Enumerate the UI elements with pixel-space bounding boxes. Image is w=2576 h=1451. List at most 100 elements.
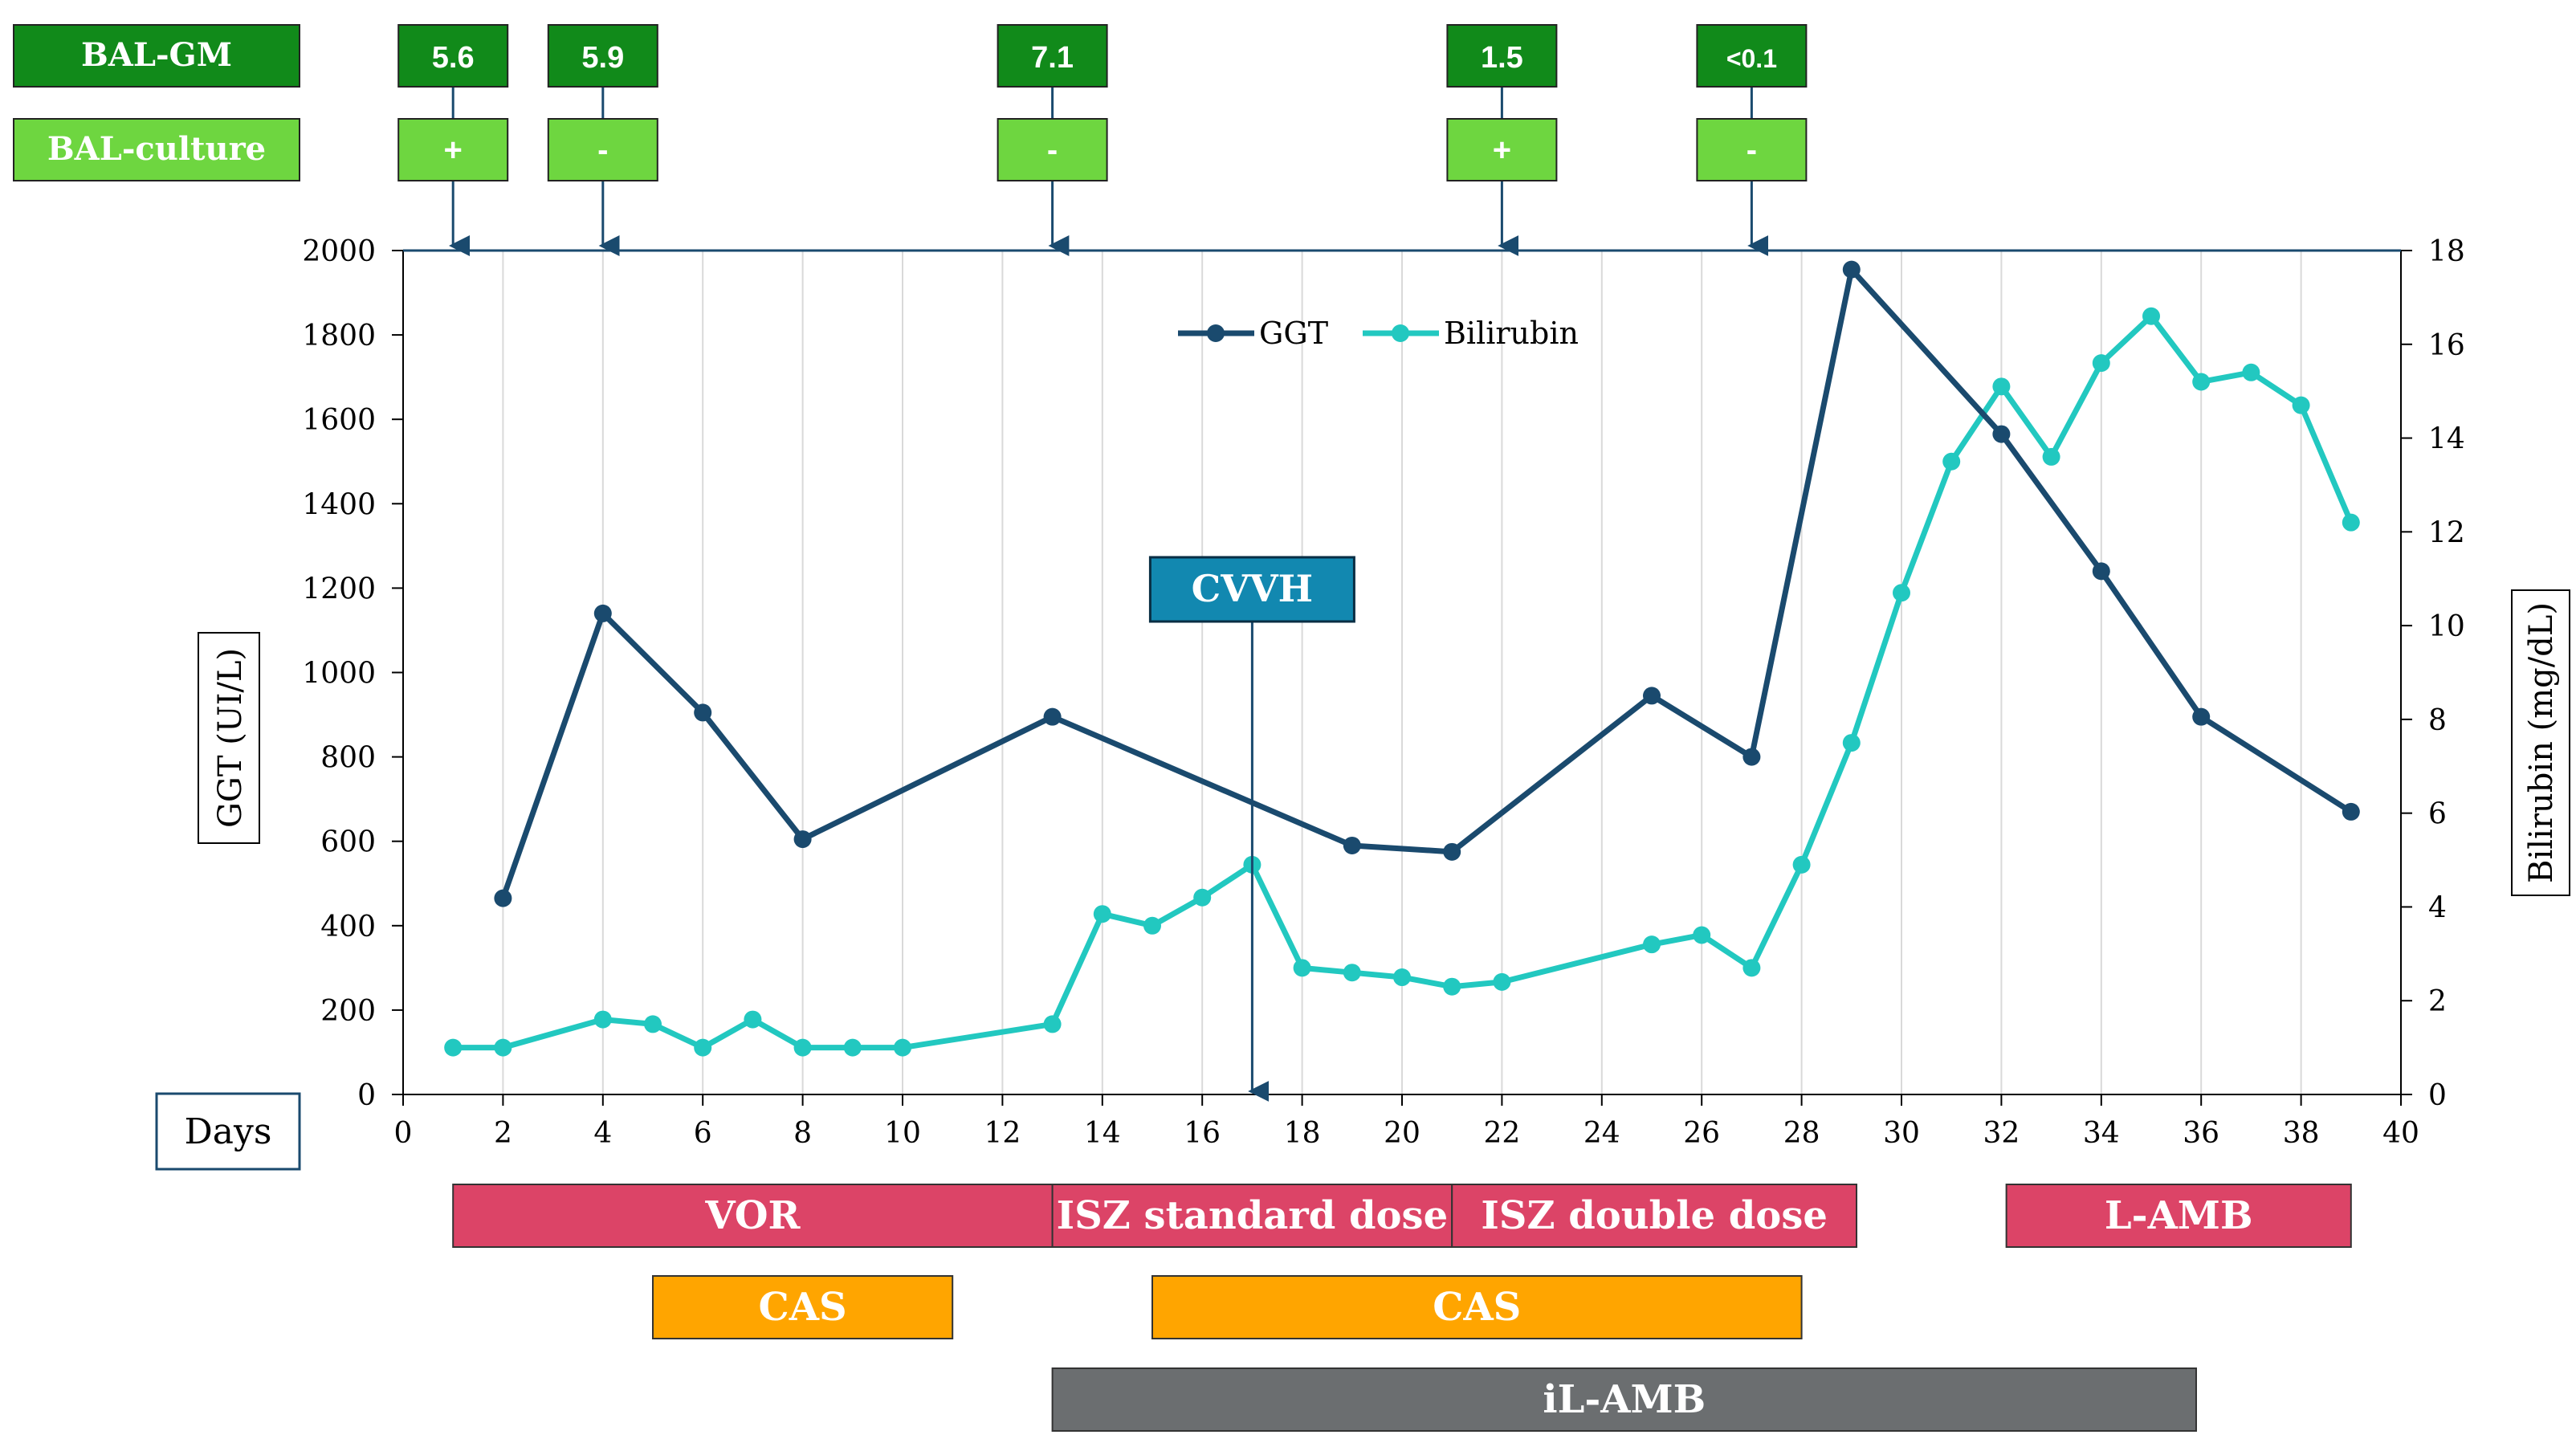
days-label: Days [185,1111,272,1152]
x-tick-label: 2 [494,1117,512,1150]
y2-tick-label: 14 [2428,423,2465,456]
bilirubin-point [1842,734,1861,752]
x-tick-label: 40 [2382,1117,2419,1150]
therapy-bar-label: ISZ double dose [1481,1193,1828,1238]
bal-gm-value: 5.6 [432,41,475,75]
x-tick-label: 24 [1584,1117,1620,1150]
bilirubin-point [593,1010,612,1029]
ggt-point [1842,260,1861,279]
bilirubin-point [1942,452,1961,471]
y2-tick-label: 4 [2428,891,2447,924]
x-tick-label: 20 [1384,1117,1420,1150]
y-tick-label: 2000 [302,235,376,268]
bilirubin-point [2042,447,2060,466]
bilirubin-point [2342,513,2360,532]
bal-culture-value: + [1493,132,1511,168]
y2-tick-label: 16 [2428,329,2465,362]
therapy-bar [452,1184,1054,1248]
x-tick-label: 28 [1783,1117,1820,1150]
y-tick-label: 400 [320,911,376,944]
therapy-bar-label: VOR [704,1193,801,1238]
bal-gm-label-box [13,24,300,88]
bal-culture-box [997,118,1108,181]
y-tick-label: 800 [320,742,376,775]
y-tick-label: 0 [357,1079,376,1112]
y2-tick-label: 10 [2428,610,2465,643]
x-tick-label: 10 [884,1117,921,1150]
x-tick-label: 38 [2283,1117,2320,1150]
bal-gm-value: 5.9 [581,41,624,75]
days-label-box [155,1092,301,1171]
bilirubin-point [2092,354,2110,373]
y2-tick-label: 12 [2428,516,2465,549]
therapy-bar [1051,1367,2197,1432]
bilirubin-point [2242,363,2260,381]
bilirubin-point [1143,916,1161,935]
bilirubin-point [2292,396,2310,414]
y-axis-title-box [198,632,260,844]
bilirubin-point [1493,972,1511,991]
bal-culture-label-box [13,118,300,181]
y-tick-label: 600 [320,826,376,859]
bilirubin-point [793,1038,812,1057]
ggt-point [1742,748,1761,766]
bal-gm-box [997,24,1108,88]
bilirubin-line [453,313,2354,1051]
y-tick-label: 1000 [302,658,376,691]
bilirubin-point [1693,926,1711,944]
therapy-bar [1051,1184,1453,1248]
therapy-bar [2005,1184,2352,1248]
y2-tick-label: 8 [2428,704,2447,737]
bal-culture-box [1696,118,1808,181]
bal-culture-box [397,118,509,181]
x-tick-label: 4 [593,1117,612,1150]
x-tick-label: 16 [1184,1117,1221,1150]
y-tick-label: 1400 [302,488,376,521]
y2-tick-label: 18 [2428,235,2465,268]
therapy-bar-label: CAS [1433,1285,1521,1330]
ggt-point [593,604,612,622]
bal-gm-box [397,24,509,88]
therapy-bar [652,1275,954,1339]
bilirubin-point [1093,905,1111,923]
therapy-bar [1151,1275,1803,1339]
bilirubin-point [843,1038,862,1057]
bilirubin-point [1343,964,1361,982]
ggt-point [694,703,712,722]
bal-culture-box [547,118,658,181]
x-tick-label: 30 [1883,1117,1920,1150]
y2-tick-label: 0 [2428,1079,2447,1112]
ggt-point [793,830,812,849]
bal-gm-value: 1.5 [1481,41,1523,75]
bilirubin-point [1893,584,1910,602]
ggt-point [1043,707,1062,726]
bal-culture-value: - [597,132,608,168]
bilirubin-point [644,1015,662,1033]
bilirubin-point [2192,373,2211,391]
y-tick-label: 1800 [302,320,376,353]
ggt-point [2092,562,2110,581]
x-tick-label: 0 [394,1117,413,1150]
bilirubin-point [494,1038,512,1057]
ggt-point [1443,842,1461,861]
y-tick-label: 1200 [302,573,376,605]
x-tick-label: 12 [984,1117,1021,1150]
therapy-bar-label: ISZ standard dose [1057,1193,1448,1238]
legend-ggt-marker [1207,324,1225,342]
bilirubin-point [1293,959,1311,977]
y-tick-label: 200 [320,995,376,1028]
x-tick-label: 36 [2183,1117,2219,1150]
bal-culture-value: + [444,132,463,168]
bilirubin-point [1643,935,1661,954]
bilirubin-point [694,1038,712,1057]
bal-gm-box [1696,24,1808,88]
x-tick-label: 6 [694,1117,712,1150]
bilirubin-point [894,1038,911,1057]
y2-tick-label: 6 [2428,798,2447,831]
bilirubin-point [1393,968,1411,987]
bilirubin-point [1193,888,1212,907]
bilirubin-point [2142,307,2160,325]
bal-culture-value: - [1047,132,1058,168]
x-tick-label: 26 [1683,1117,1720,1150]
bilirubin-point [444,1038,463,1057]
